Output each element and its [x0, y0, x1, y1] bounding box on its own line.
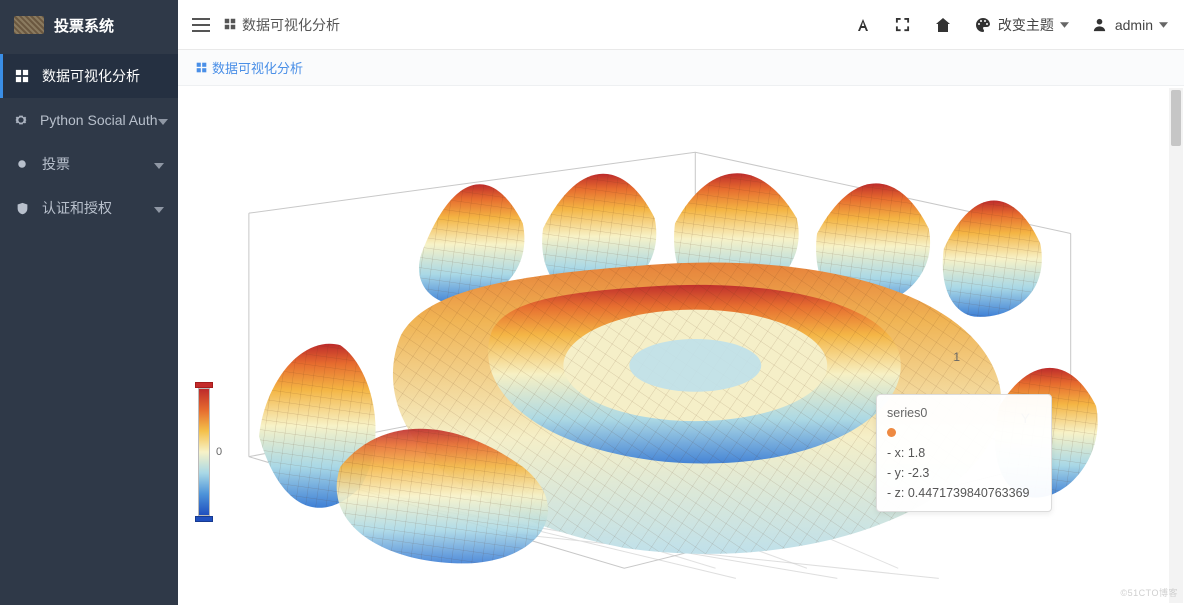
chevron-down-icon: [154, 156, 164, 172]
sidebar-item-label: 数据可视化分析: [42, 66, 164, 86]
surface-chart[interactable]: 0 1 Y series0 - x: 1.8 - y: -2.3 - z: 0.…: [188, 100, 1162, 580]
sidebar-header: 投票系统: [0, 0, 178, 50]
colorbar-cap-bottom: [195, 516, 213, 522]
fullscreen-button[interactable]: [894, 16, 912, 34]
colorbar-gradient: [198, 388, 210, 516]
main-area: 数据可视化分析 改变主题: [178, 0, 1184, 605]
topbar-right: 改变主题 admin: [854, 15, 1168, 35]
vertical-scrollbar[interactable]: [1169, 88, 1183, 603]
app-logo: [14, 16, 44, 34]
app-title: 投票系统: [54, 15, 114, 36]
circle-icon: [14, 156, 30, 172]
sidebar-item-vote[interactable]: 投票: [0, 142, 178, 186]
home-button[interactable]: [934, 16, 952, 34]
tooltip-series-name: series0: [887, 403, 1041, 423]
dashboard-icon: [224, 18, 238, 32]
tab-label: 数据可视化分析: [212, 58, 303, 77]
tooltip-marker-icon: [887, 428, 896, 437]
palette-icon: [974, 16, 992, 34]
shield-icon: [14, 200, 30, 216]
colorbar-label: 0: [216, 446, 222, 458]
chevron-down-icon: [158, 112, 168, 128]
sidebar-item-dashboard[interactable]: 数据可视化分析: [0, 54, 178, 98]
tab-dashboard[interactable]: 数据可视化分析: [188, 54, 311, 82]
watermark: ©51CTO博客: [1121, 586, 1178, 599]
topbar-left: 数据可视化分析: [190, 14, 340, 36]
sidebar-item-label: Python Social Auth: [40, 112, 158, 128]
sidebar: 投票系统 数据可视化分析 Python Social Auth: [0, 0, 178, 605]
axis-tick-z-1: 1: [953, 350, 960, 364]
tooltip-line-y: - y: -2.3: [887, 463, 1041, 483]
sidebar-item-label: 认证和授权: [42, 198, 154, 218]
colorbar-legend: 0: [194, 382, 214, 522]
sidebar-item-auth[interactable]: 认证和授权: [0, 186, 178, 230]
tooltip-line-z: - z: 0.4471739840763369: [887, 483, 1041, 503]
scrollbar-thumb[interactable]: [1171, 90, 1181, 146]
sidebar-nav: 数据可视化分析 Python Social Auth 投票: [0, 50, 178, 605]
app-root: 投票系统 数据可视化分析 Python Social Auth: [0, 0, 1184, 605]
chart-tooltip: series0 - x: 1.8 - y: -2.3 - z: 0.447173…: [876, 394, 1052, 512]
theme-button[interactable]: 改变主题: [974, 15, 1069, 35]
gear-icon: [14, 112, 28, 128]
content-area: 0 1 Y series0 - x: 1.8 - y: -2.3 - z: 0.…: [178, 86, 1184, 605]
user-menu-button[interactable]: admin: [1091, 16, 1168, 34]
breadcrumb: 数据可视化分析: [224, 15, 340, 35]
menu-toggle-button[interactable]: [190, 14, 212, 36]
chevron-down-icon: [1060, 22, 1069, 28]
home-icon: [934, 16, 952, 34]
dashboard-icon: [196, 62, 208, 74]
user-icon: [1091, 16, 1109, 34]
dashboard-icon: [14, 68, 30, 84]
chevron-down-icon: [1159, 22, 1168, 28]
user-label: admin: [1115, 17, 1153, 33]
tooltip-line-x: - x: 1.8: [887, 443, 1041, 463]
sidebar-item-label: 投票: [42, 154, 154, 174]
sidebar-item-social-auth[interactable]: Python Social Auth: [0, 98, 178, 142]
theme-label: 改变主题: [998, 15, 1054, 35]
chevron-down-icon: [154, 200, 164, 216]
fullscreen-icon: [894, 16, 912, 34]
font-icon: [854, 16, 872, 34]
topbar: 数据可视化分析 改变主题: [178, 0, 1184, 50]
breadcrumb-label: 数据可视化分析: [242, 15, 340, 35]
tabbar: 数据可视化分析: [178, 50, 1184, 86]
font-button[interactable]: [854, 16, 872, 34]
